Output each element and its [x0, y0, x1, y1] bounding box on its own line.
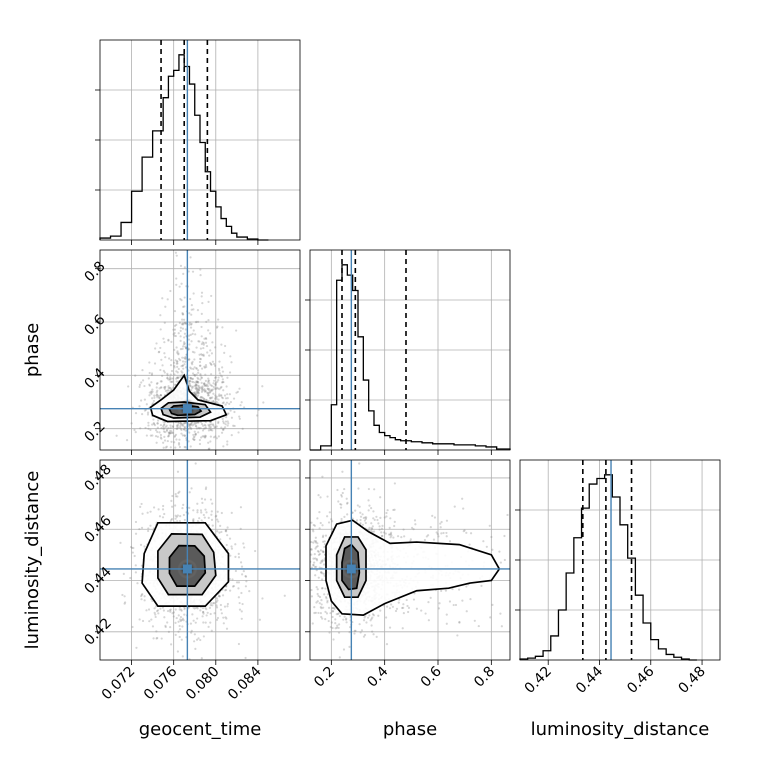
contour-level-1	[160, 401, 212, 419]
density-layer	[310, 462, 509, 659]
x-tick-label-luminosity_distance: 0.42	[522, 664, 555, 697]
panel-frame	[309, 249, 511, 451]
2d-panel-luminosity_distance_vs_geocent_time	[99, 459, 301, 661]
y-tick-label-phase: 0.6	[82, 312, 109, 339]
x-tick-label-geocent_time: 0.084	[225, 663, 265, 703]
histogram-phase	[310, 264, 511, 451]
contour-level-0	[141, 521, 230, 608]
truth-marker	[182, 564, 192, 574]
x-tick-label-luminosity_distance: 0.46	[624, 663, 657, 696]
x-tick-label-geocent_time: 0.072	[99, 664, 139, 704]
x-axis-label-phase: phase	[383, 719, 437, 740]
y-tick-label-phase: 0.8	[82, 258, 109, 285]
panel-frame	[99, 459, 301, 661]
histogram-luminosity_distance	[519, 474, 697, 661]
x-axis-label-luminosity_distance: luminosity_distance	[531, 719, 710, 740]
contour-level-1	[335, 536, 367, 599]
truth-marker	[182, 404, 192, 414]
hist-panel-phase	[305, 249, 511, 451]
hist-panel-geocent_time	[95, 39, 301, 241]
x-tick-label-luminosity_distance: 0.44	[573, 663, 606, 696]
density-layer	[115, 251, 265, 450]
y-axis-label-luminosity_distance: luminosity_distance	[22, 471, 43, 650]
2d-panel-phase_vs_geocent_time	[99, 249, 301, 451]
x-tick-label-luminosity_distance: 0.48	[676, 664, 709, 697]
x-tick-label-phase: 0.2	[311, 664, 338, 691]
x-tick-label-phase: 0.4	[364, 663, 391, 690]
gridlines	[520, 460, 720, 660]
x-tick-label-geocent_time: 0.080	[183, 664, 223, 704]
2d-panel-luminosity_distance_vs_phase	[309, 459, 511, 661]
x-tick-label-phase: 0.6	[418, 663, 445, 690]
y-tick-label-phase: 0.2	[82, 418, 109, 445]
panel-frame	[99, 39, 301, 241]
density-fill-outer	[326, 520, 500, 616]
truth-marker	[346, 564, 356, 574]
panel-frame	[99, 249, 301, 451]
x-tick-label-phase: 0.8	[471, 664, 498, 691]
x-tick-label-geocent_time: 0.076	[141, 663, 181, 703]
y-tick-label-phase: 0.4	[82, 365, 109, 392]
panel-frame	[519, 459, 721, 661]
panel-frame	[309, 459, 511, 661]
x-axis-label-geocent_time: geocent_time	[139, 719, 262, 740]
histogram-geocent_time	[99, 54, 269, 241]
y-axis-label-phase: phase	[22, 323, 43, 377]
contour-level-2	[168, 544, 207, 588]
hist-panel-luminosity_distance	[515, 459, 721, 661]
sample-points	[115, 251, 265, 450]
